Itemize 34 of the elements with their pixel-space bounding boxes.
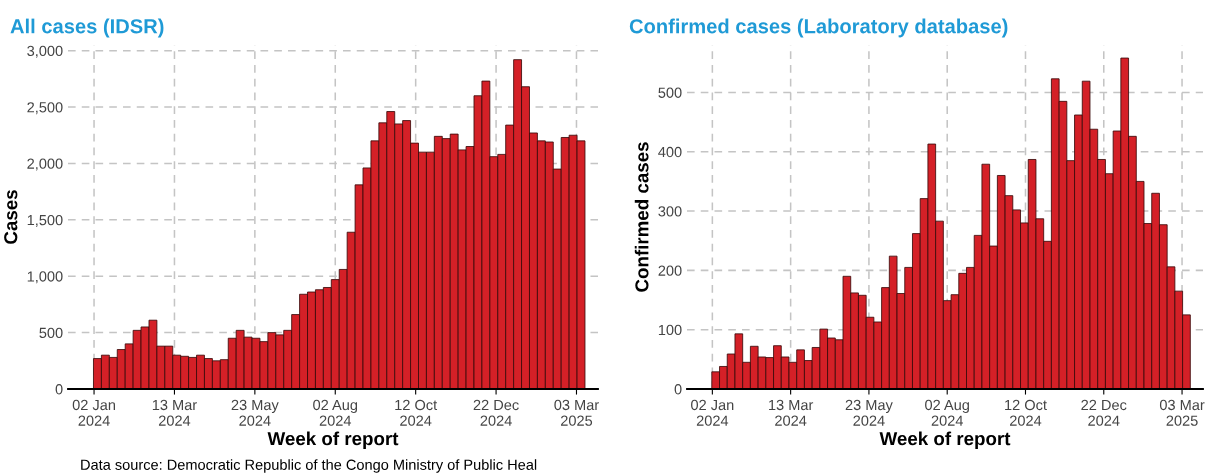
y-tick-label: 500 (39, 327, 63, 339)
x-tick-label: 03 Mar 2025 (554, 399, 599, 426)
x-tick-label: 12 Oct 2024 (395, 399, 438, 426)
x-tick-label: 23 May 2024 (845, 399, 893, 426)
y-tick-label: 2,500 (27, 102, 63, 115)
y-tick-label: 100 (658, 324, 682, 336)
y-tick-label: 500 (658, 87, 682, 98)
chart-title: Confirmed cases (Laboratory database) (629, 18, 1008, 38)
x-tick-label: 02 Aug 2024 (925, 399, 969, 426)
x-tick-label: 23 May 2024 (231, 399, 279, 426)
y-tick-label: 3,000 (27, 45, 63, 58)
x-tick-label: 22 Dec 2024 (1081, 399, 1127, 426)
y-tick-label: 0 (674, 384, 682, 395)
y-tick-label: 200 (658, 265, 682, 276)
source-note: Data source: Democratic Republic of the Congo Ministry of Public Heal (81, 459, 537, 473)
y-tick-label: 300 (658, 206, 682, 217)
y-axis-title: Cases (4, 190, 18, 244)
x-tick-label: 03 Mar 2025 (1159, 399, 1205, 426)
x-tick-label: 02 Aug 2024 (313, 399, 358, 426)
x-tick-label: 13 Mar 2024 (152, 399, 197, 426)
x-tick-label: 02 Jan 2024 (72, 399, 115, 426)
x-tick-label: 02 Jan 2024 (691, 399, 734, 426)
x-tick-label: 13 Mar 2024 (769, 399, 814, 426)
x-tick-label: 12 Oct 2024 (1005, 399, 1047, 426)
chart-title: All cases (IDSR) (10, 18, 164, 38)
y-axis-title: Confirmed cases (634, 142, 649, 292)
y-tick-label: 400 (658, 146, 682, 158)
y-tick-label: 2,000 (27, 158, 63, 171)
y-tick-label: 1,500 (27, 214, 63, 227)
y-tick-label: 1,000 (27, 271, 63, 284)
x-axis-title: Week of report (267, 431, 399, 449)
x-axis-title: Week of report (879, 431, 1011, 449)
x-tick-label: 22 Dec 2024 (473, 399, 519, 426)
y-tick-label: 0 (55, 384, 63, 395)
